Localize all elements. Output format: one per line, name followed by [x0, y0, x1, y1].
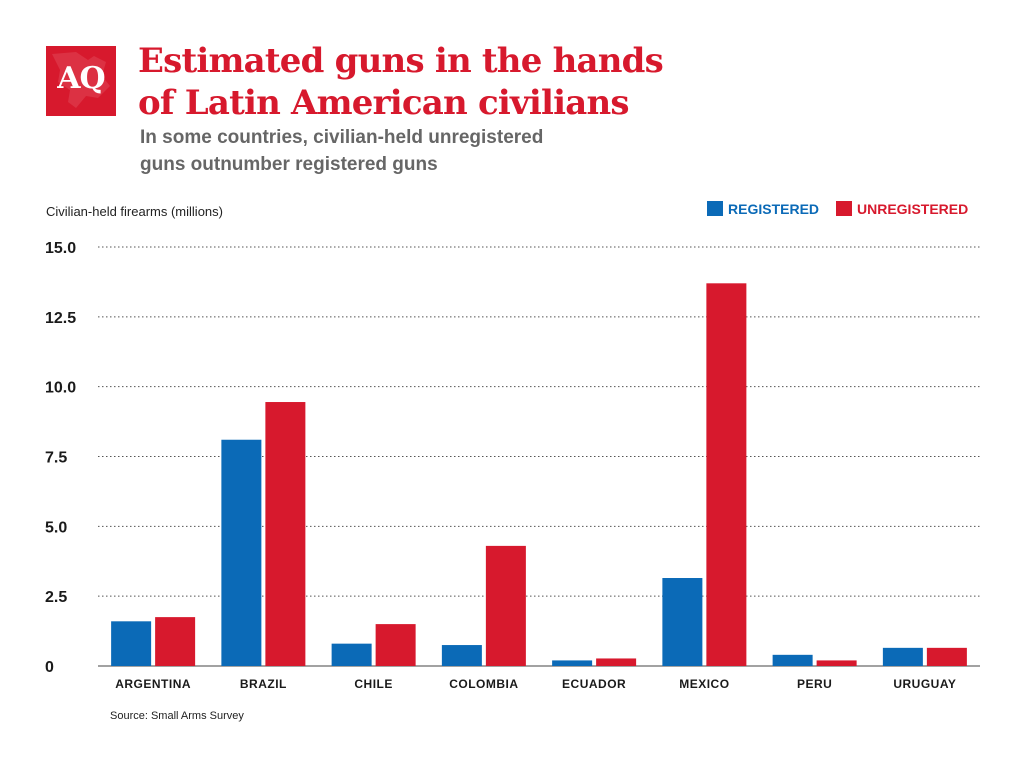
- x-tick-label: ARGENTINA: [115, 677, 191, 691]
- registered-bar-mexico: [662, 578, 703, 666]
- logo-text: AQ: [57, 61, 105, 96]
- x-tick-label: MEXICO: [679, 677, 729, 691]
- registered-bar-colombia: [441, 645, 482, 666]
- y-tick-label: 12.5: [45, 310, 76, 327]
- x-tick-label: URUGUAY: [893, 677, 956, 691]
- x-tick-label: CHILE: [354, 677, 393, 691]
- page-title: Estimated guns in the hands of Latin Ame…: [138, 40, 738, 124]
- map-silhouette-icon: [52, 52, 110, 108]
- page-subtitle: In some countries, civilian-held unregis…: [140, 124, 660, 178]
- y-axis-label: Civilian-held firearms (millions): [46, 204, 223, 219]
- registered-bar-uruguay: [882, 647, 923, 666]
- unregistered-bar-peru: [816, 660, 857, 666]
- registered-bar-peru: [772, 654, 813, 666]
- subtitle-line-2: guns outnumber registered guns: [140, 154, 438, 175]
- subtitle-line-1: In some countries, civilian-held unregis…: [140, 127, 544, 148]
- x-tick-label: BRAZIL: [240, 677, 287, 691]
- source-note: Source: Small Arms Survey: [110, 710, 244, 722]
- unregistered-bar-argentina: [155, 617, 196, 666]
- x-tick-label: COLOMBIA: [449, 677, 518, 691]
- aq-logo: AQ: [46, 46, 116, 116]
- unregistered-legend-label: UNREGISTERED: [857, 201, 968, 217]
- registered-bar-chile: [331, 643, 372, 666]
- y-tick-label: 5.0: [45, 519, 67, 536]
- registered-bar-brazil: [221, 439, 262, 666]
- unregistered-bar-mexico: [706, 283, 747, 666]
- unregistered-bar-brazil: [265, 402, 306, 666]
- unregistered-bar-ecuador: [596, 658, 637, 666]
- x-tick-label: PERU: [797, 677, 832, 691]
- unregistered-bar-uruguay: [926, 647, 967, 666]
- title-line-1: Estimated guns in the hands: [138, 41, 664, 81]
- unregistered-legend-swatch: [836, 201, 852, 216]
- bar-chart: Civilian-held firearms (millions) 0 2.5 5.0…: [45, 201, 980, 691]
- registered-bar-ecuador: [552, 660, 593, 666]
- y-tick-label: 2.5: [45, 589, 67, 606]
- unregistered-bar-chile: [375, 624, 416, 666]
- registered-legend-swatch: [707, 201, 723, 216]
- y-tick-label: 0: [45, 659, 54, 676]
- unregistered-bar-colombia: [485, 545, 526, 666]
- y-tick-label: 15.0: [45, 240, 76, 257]
- x-tick-label: ECUADOR: [562, 677, 626, 691]
- y-tick-label: 7.5: [45, 450, 67, 467]
- title-line-2: of Latin American civilians: [138, 83, 630, 123]
- y-tick-label: 10.0: [45, 380, 76, 397]
- registered-bar-argentina: [111, 621, 152, 666]
- registered-legend-label: REGISTERED: [728, 201, 819, 217]
